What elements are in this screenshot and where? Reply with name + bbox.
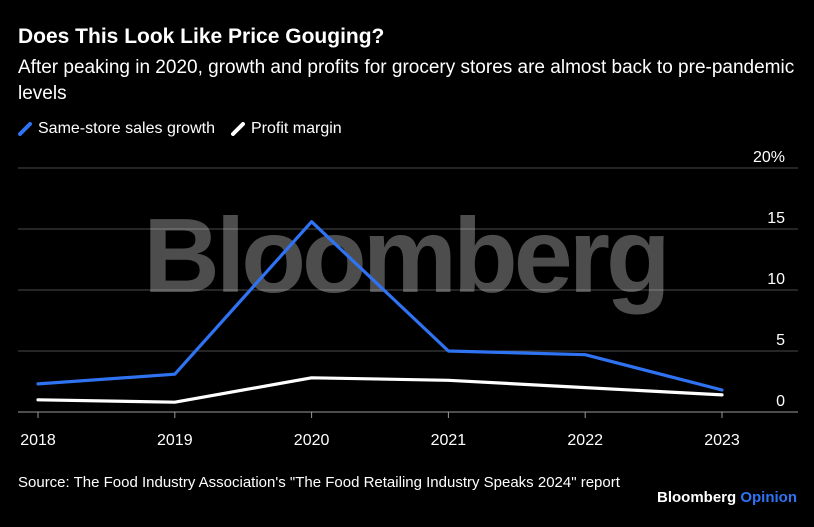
y-tick-label: 5 bbox=[776, 332, 785, 349]
source-note: Source: The Food Industry Association's … bbox=[18, 474, 620, 491]
line-chart: Bloomberg 0 5 10 15 20% 2018 2019 2020 2021 2022… bbox=[18, 149, 798, 449]
y-tick-label: 10 bbox=[767, 271, 785, 288]
x-tick-label: 2018 bbox=[20, 432, 56, 449]
grid-lines bbox=[18, 167, 798, 413]
legend-label-profit-margin: Profit margin bbox=[250, 120, 342, 137]
series-line-sales-growth bbox=[36, 220, 724, 392]
series-lines bbox=[36, 220, 724, 404]
x-tick-label: 2021 bbox=[431, 432, 467, 449]
x-tick-label: 2023 bbox=[704, 432, 740, 449]
brand-name: Bloomberg bbox=[657, 489, 737, 506]
chart-legend: Same-store sales growth Profit margin bbox=[18, 118, 358, 140]
x-tick-label: 2022 bbox=[567, 432, 603, 449]
x-tick-label: 2019 bbox=[157, 432, 193, 449]
x-tick-label: 2020 bbox=[294, 432, 330, 449]
series-line-profit-margin bbox=[36, 376, 724, 404]
legend-swatch-profit-margin bbox=[230, 122, 245, 136]
chart-title: Does This Look Like Price Gouging? bbox=[18, 25, 385, 48]
legend-item-profit-margin: Profit margin bbox=[230, 120, 342, 138]
x-axis-ticks: 2018 2019 2020 2021 2022 2023 bbox=[20, 412, 740, 449]
y-tick-label: 20% bbox=[753, 149, 785, 166]
brand-section: Opinion bbox=[740, 489, 797, 506]
legend-item-sales-growth: Same-store sales growth bbox=[18, 120, 215, 138]
y-tick-label: 15 bbox=[767, 210, 785, 227]
bloomberg-watermark: Bloomberg bbox=[143, 197, 666, 315]
brand-logo: Bloomberg Opinion bbox=[657, 489, 797, 506]
y-tick-label: 0 bbox=[776, 393, 785, 410]
y-axis-ticks: 0 5 10 15 20% bbox=[753, 149, 785, 410]
chart-subtitle: After peaking in 2020, growth and profit… bbox=[18, 57, 795, 104]
legend-swatch-sales-growth bbox=[18, 122, 32, 136]
legend-label-sales-growth: Same-store sales growth bbox=[38, 120, 215, 137]
